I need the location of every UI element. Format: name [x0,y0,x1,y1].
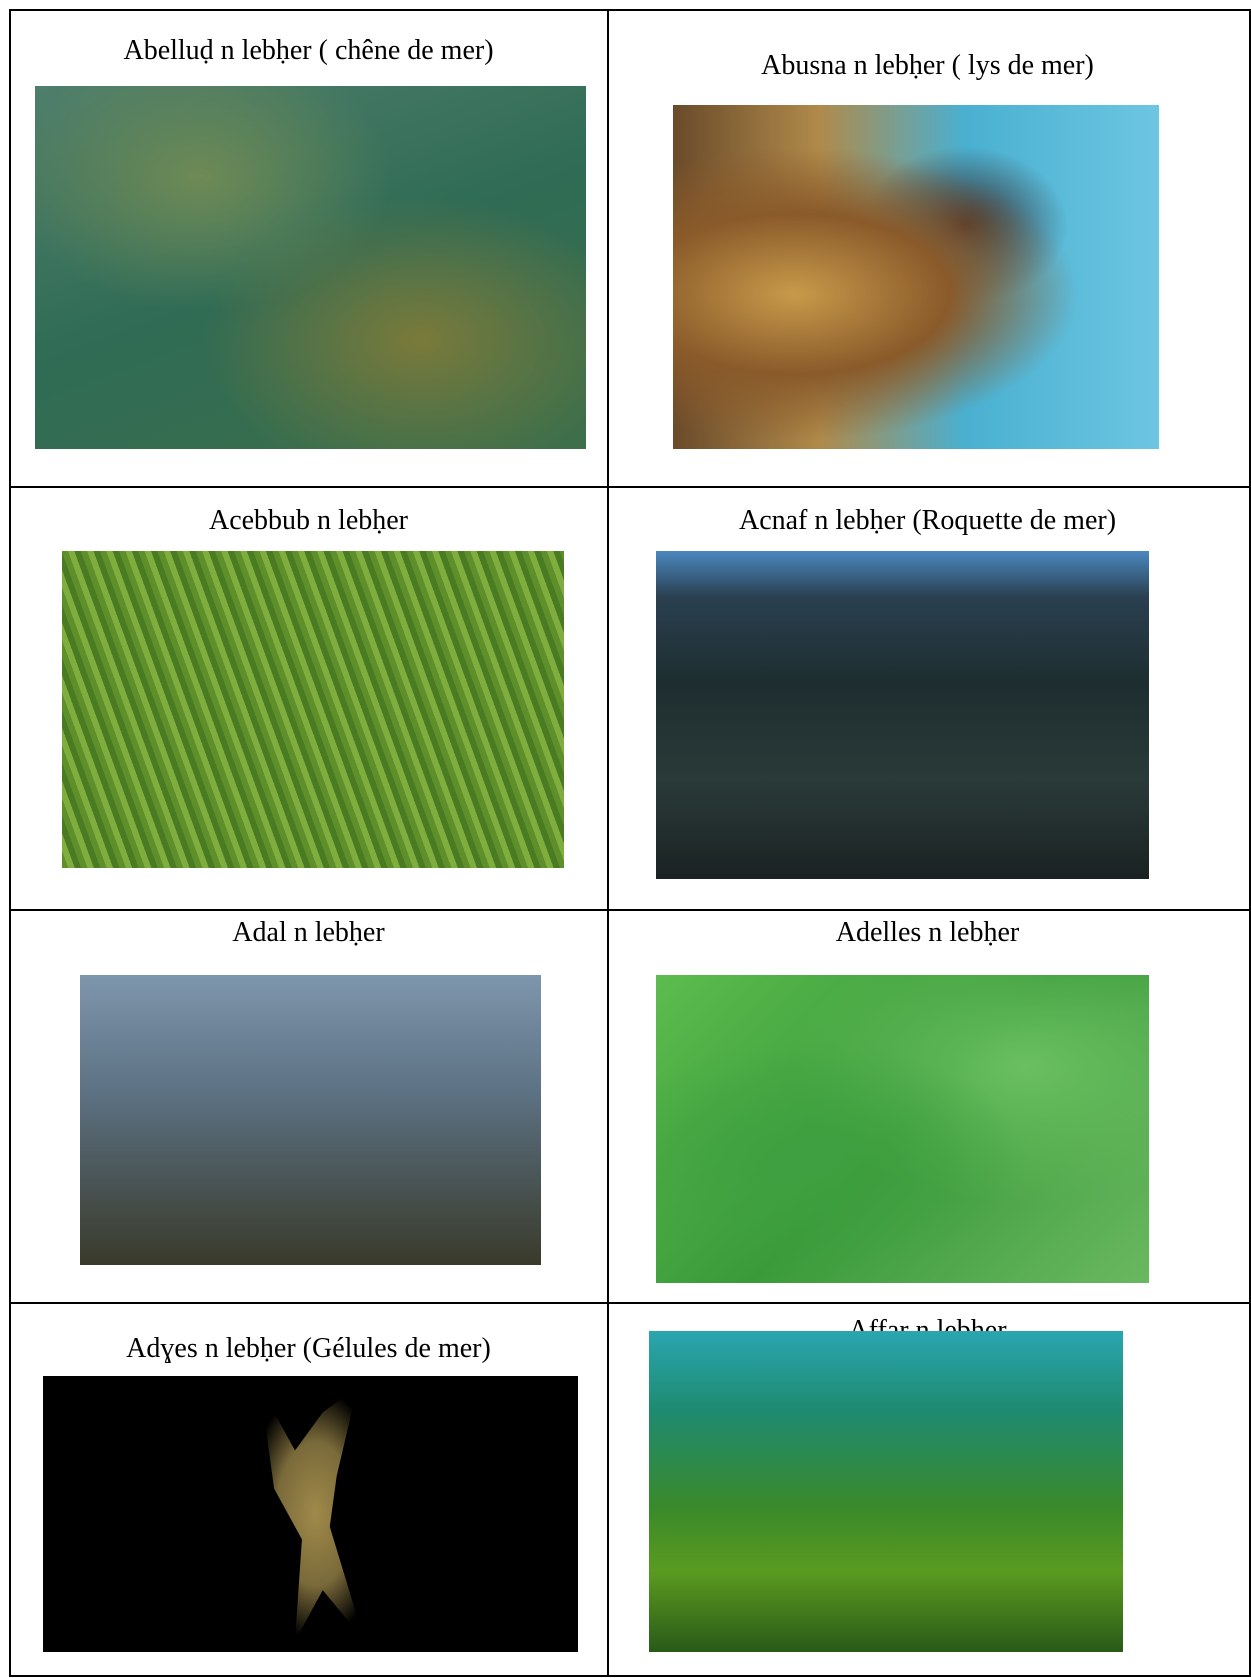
photo [80,975,541,1265]
table-border [1249,9,1251,1675]
cell-caption: Adal n lebḥer [232,917,385,948]
cell-caption: Adɣes n lebḥer (Gélules de mer) [126,1333,491,1364]
cell-caption: Abusna n lebḥer ( lys de mer) [761,50,1094,81]
cell-caption: Acebbub n lebḥer [208,505,409,536]
cell-caption: Adelles n lebḥer [835,917,1020,948]
photo-subject [260,1387,365,1641]
table-border [9,9,11,1675]
table-border [9,9,1251,11]
cell-caption: Abelluḍ n lebḥer ( chêne de mer) [123,35,494,66]
cell-caption: Acnaf n lebḥer (Roquette de mer) [738,505,1117,536]
table-border [9,909,1251,911]
photo [62,551,564,868]
table-border [9,1302,1251,1304]
table-border [9,1675,1251,1677]
table-border [9,486,1251,488]
photo [656,551,1149,879]
photo [656,975,1149,1283]
photo [43,1376,578,1652]
photo [649,1331,1123,1652]
photo [673,105,1159,449]
table-border [607,9,609,1675]
photo [35,86,586,449]
